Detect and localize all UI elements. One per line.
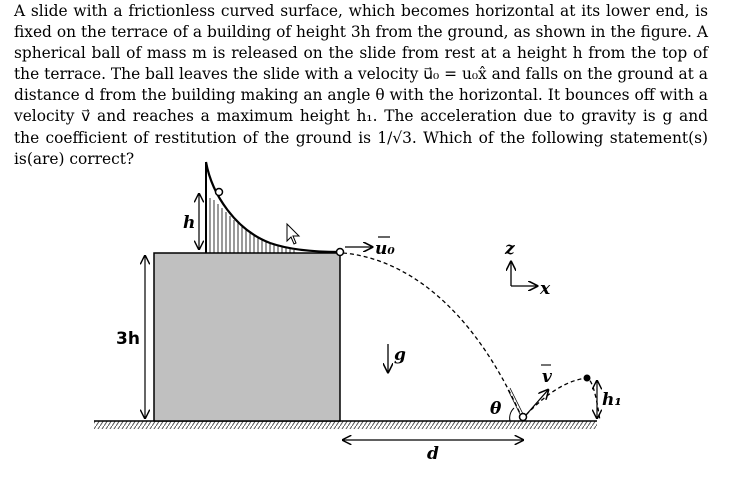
bounce-trajectory: [525, 377, 601, 422]
label-v: v: [542, 367, 553, 387]
landing-marks: [507, 387, 525, 419]
label-u0: u₀: [375, 239, 395, 259]
label-z: z: [504, 239, 515, 259]
slide-hatching: [209, 198, 295, 253]
ball-landing: [518, 412, 528, 422]
label-3h: 3h: [116, 329, 140, 349]
problem-statement: A slide with a frictionless curved surfa…: [14, 1, 708, 170]
problem-paragraph: A slide with a frictionless curved surfa…: [14, 2, 708, 168]
label-theta: θ: [490, 399, 502, 419]
ball-max-height: [583, 374, 591, 382]
v-arrow: [525, 390, 548, 416]
ball-at-edge: [335, 247, 345, 257]
ball-on-slide: [214, 187, 224, 197]
label-g: g: [394, 345, 406, 365]
label-x: x: [539, 279, 551, 299]
theta-arc: [509, 407, 515, 422]
slide-curve: [204, 161, 341, 254]
building: [153, 252, 341, 422]
cursor-icon: [286, 222, 301, 245]
label-h1: h₁: [602, 390, 622, 410]
trajectory: [342, 252, 523, 419]
label-h: h: [183, 213, 195, 233]
ground-hatching: [94, 421, 597, 429]
label-d: d: [427, 444, 439, 464]
